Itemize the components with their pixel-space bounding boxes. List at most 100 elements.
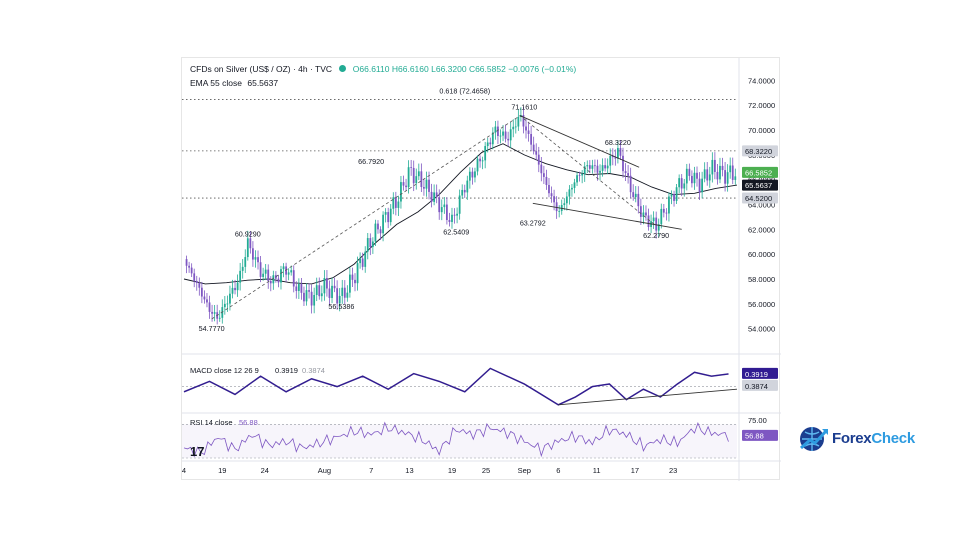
candle-body bbox=[241, 266, 244, 271]
candle-body bbox=[356, 263, 359, 284]
x-tick-label: 6 bbox=[556, 466, 560, 475]
x-tick-label: 19 bbox=[448, 466, 456, 475]
rsi-band bbox=[182, 424, 737, 458]
y-tick-label: 56.0000 bbox=[748, 300, 775, 309]
candle-body bbox=[491, 132, 494, 145]
candle-body bbox=[591, 165, 594, 169]
candle-body bbox=[346, 292, 349, 298]
candle-body bbox=[665, 212, 668, 214]
candle-body bbox=[642, 212, 645, 217]
signal-axis-tag bbox=[742, 379, 778, 391]
candle-body bbox=[277, 278, 280, 283]
candle-body bbox=[583, 166, 586, 174]
candle-body bbox=[721, 165, 724, 171]
candle-body bbox=[708, 174, 711, 181]
x-tick-label: 19 bbox=[218, 466, 226, 475]
candle-body bbox=[489, 142, 492, 145]
y-tick-label: 58.0000 bbox=[748, 275, 775, 284]
x-tick-label: Sep bbox=[518, 466, 531, 475]
candle-body bbox=[236, 282, 239, 291]
candle-body bbox=[466, 180, 469, 193]
ohlc-open: O66.6110 bbox=[352, 64, 390, 74]
candle-body bbox=[535, 151, 538, 155]
candle-body bbox=[599, 170, 601, 173]
candle-body bbox=[652, 217, 655, 222]
swing-annotation: 0.618 (72.4658) bbox=[439, 86, 490, 95]
ohlc-change: −0.0076 (−0.01%) bbox=[508, 64, 577, 74]
candle-body bbox=[448, 220, 451, 222]
candle-body bbox=[693, 172, 696, 184]
candle-body bbox=[542, 173, 545, 177]
candle-body bbox=[438, 197, 441, 213]
macd-axis-tag-text: 0.3919 bbox=[745, 370, 768, 379]
candle-body bbox=[601, 165, 604, 171]
candle-body bbox=[499, 135, 502, 137]
candle-body bbox=[594, 165, 596, 167]
candle-body bbox=[558, 210, 561, 212]
candle-body bbox=[576, 175, 578, 183]
candle-body bbox=[433, 192, 436, 202]
candle-body bbox=[282, 266, 285, 270]
candle-body bbox=[456, 213, 458, 216]
chart-header: CFDs on Silver (US$ / OZ) · 4h · TVC O66… bbox=[190, 64, 576, 74]
candle-body bbox=[586, 165, 589, 167]
candle-body bbox=[532, 144, 535, 152]
candle-body bbox=[208, 302, 211, 312]
candle-body bbox=[619, 148, 622, 156]
candle-body bbox=[616, 148, 619, 159]
candle-body bbox=[443, 204, 446, 208]
candle-body bbox=[308, 290, 310, 292]
candle-body bbox=[389, 208, 392, 223]
macd-line bbox=[183, 367, 729, 406]
y-tick-label: 64.0000 bbox=[748, 201, 775, 210]
candle-body bbox=[445, 204, 448, 221]
candle-body bbox=[729, 165, 732, 173]
rsi-axis-tag-text: 56.88 bbox=[745, 431, 764, 440]
candle-body bbox=[290, 270, 293, 273]
signal-value: 0.3874 bbox=[302, 366, 325, 375]
candle-body bbox=[734, 176, 737, 180]
candle-body bbox=[351, 274, 354, 280]
ohlc-high: H66.6160 bbox=[391, 64, 429, 74]
candle-body bbox=[565, 196, 568, 204]
candle-body bbox=[673, 194, 675, 201]
x-tick-label: 23 bbox=[669, 466, 677, 475]
candle-body bbox=[402, 182, 405, 186]
candle-body bbox=[341, 287, 344, 296]
rsi-line bbox=[183, 421, 729, 458]
x-tick-label: 7 bbox=[369, 466, 373, 475]
candle-body bbox=[292, 270, 295, 287]
candle-body bbox=[719, 165, 721, 180]
y-tick-label: 62.0000 bbox=[748, 225, 775, 234]
candle-body bbox=[502, 131, 504, 136]
candle-body bbox=[629, 175, 632, 193]
symbol-title: CFDs on Silver (US$ / OZ) · 4h · TVC bbox=[190, 64, 333, 74]
price-axis-tag bbox=[742, 145, 778, 157]
price-axis-tag-text: 64.5200 bbox=[745, 194, 772, 203]
candle-body bbox=[573, 182, 576, 188]
candle-body bbox=[512, 126, 515, 130]
candle-body bbox=[662, 208, 665, 213]
candle-body bbox=[400, 182, 402, 202]
candle-body bbox=[634, 193, 637, 198]
candle-body bbox=[397, 201, 400, 208]
chart-svg: 54.7770 60.9290 56.5386 66.7920 62.5409 71.16… bbox=[182, 58, 781, 481]
candle-body bbox=[675, 187, 678, 201]
candle-body bbox=[420, 171, 423, 188]
swing-annotation: 62.2790 bbox=[643, 231, 669, 240]
candle-body bbox=[407, 167, 410, 188]
candle-body bbox=[525, 126, 527, 131]
candle-body bbox=[343, 287, 346, 298]
candle-body bbox=[530, 133, 533, 145]
candle-body bbox=[474, 171, 476, 178]
x-tick-label: 13 bbox=[405, 466, 413, 475]
candle-body bbox=[624, 171, 627, 174]
candle-body bbox=[568, 189, 571, 197]
candle-body bbox=[333, 285, 336, 289]
candle-body bbox=[435, 192, 438, 198]
candle-body bbox=[698, 178, 701, 193]
candle-body bbox=[338, 295, 341, 304]
candle-body bbox=[374, 223, 377, 242]
candle-body bbox=[670, 194, 673, 197]
candle-body bbox=[660, 208, 663, 225]
